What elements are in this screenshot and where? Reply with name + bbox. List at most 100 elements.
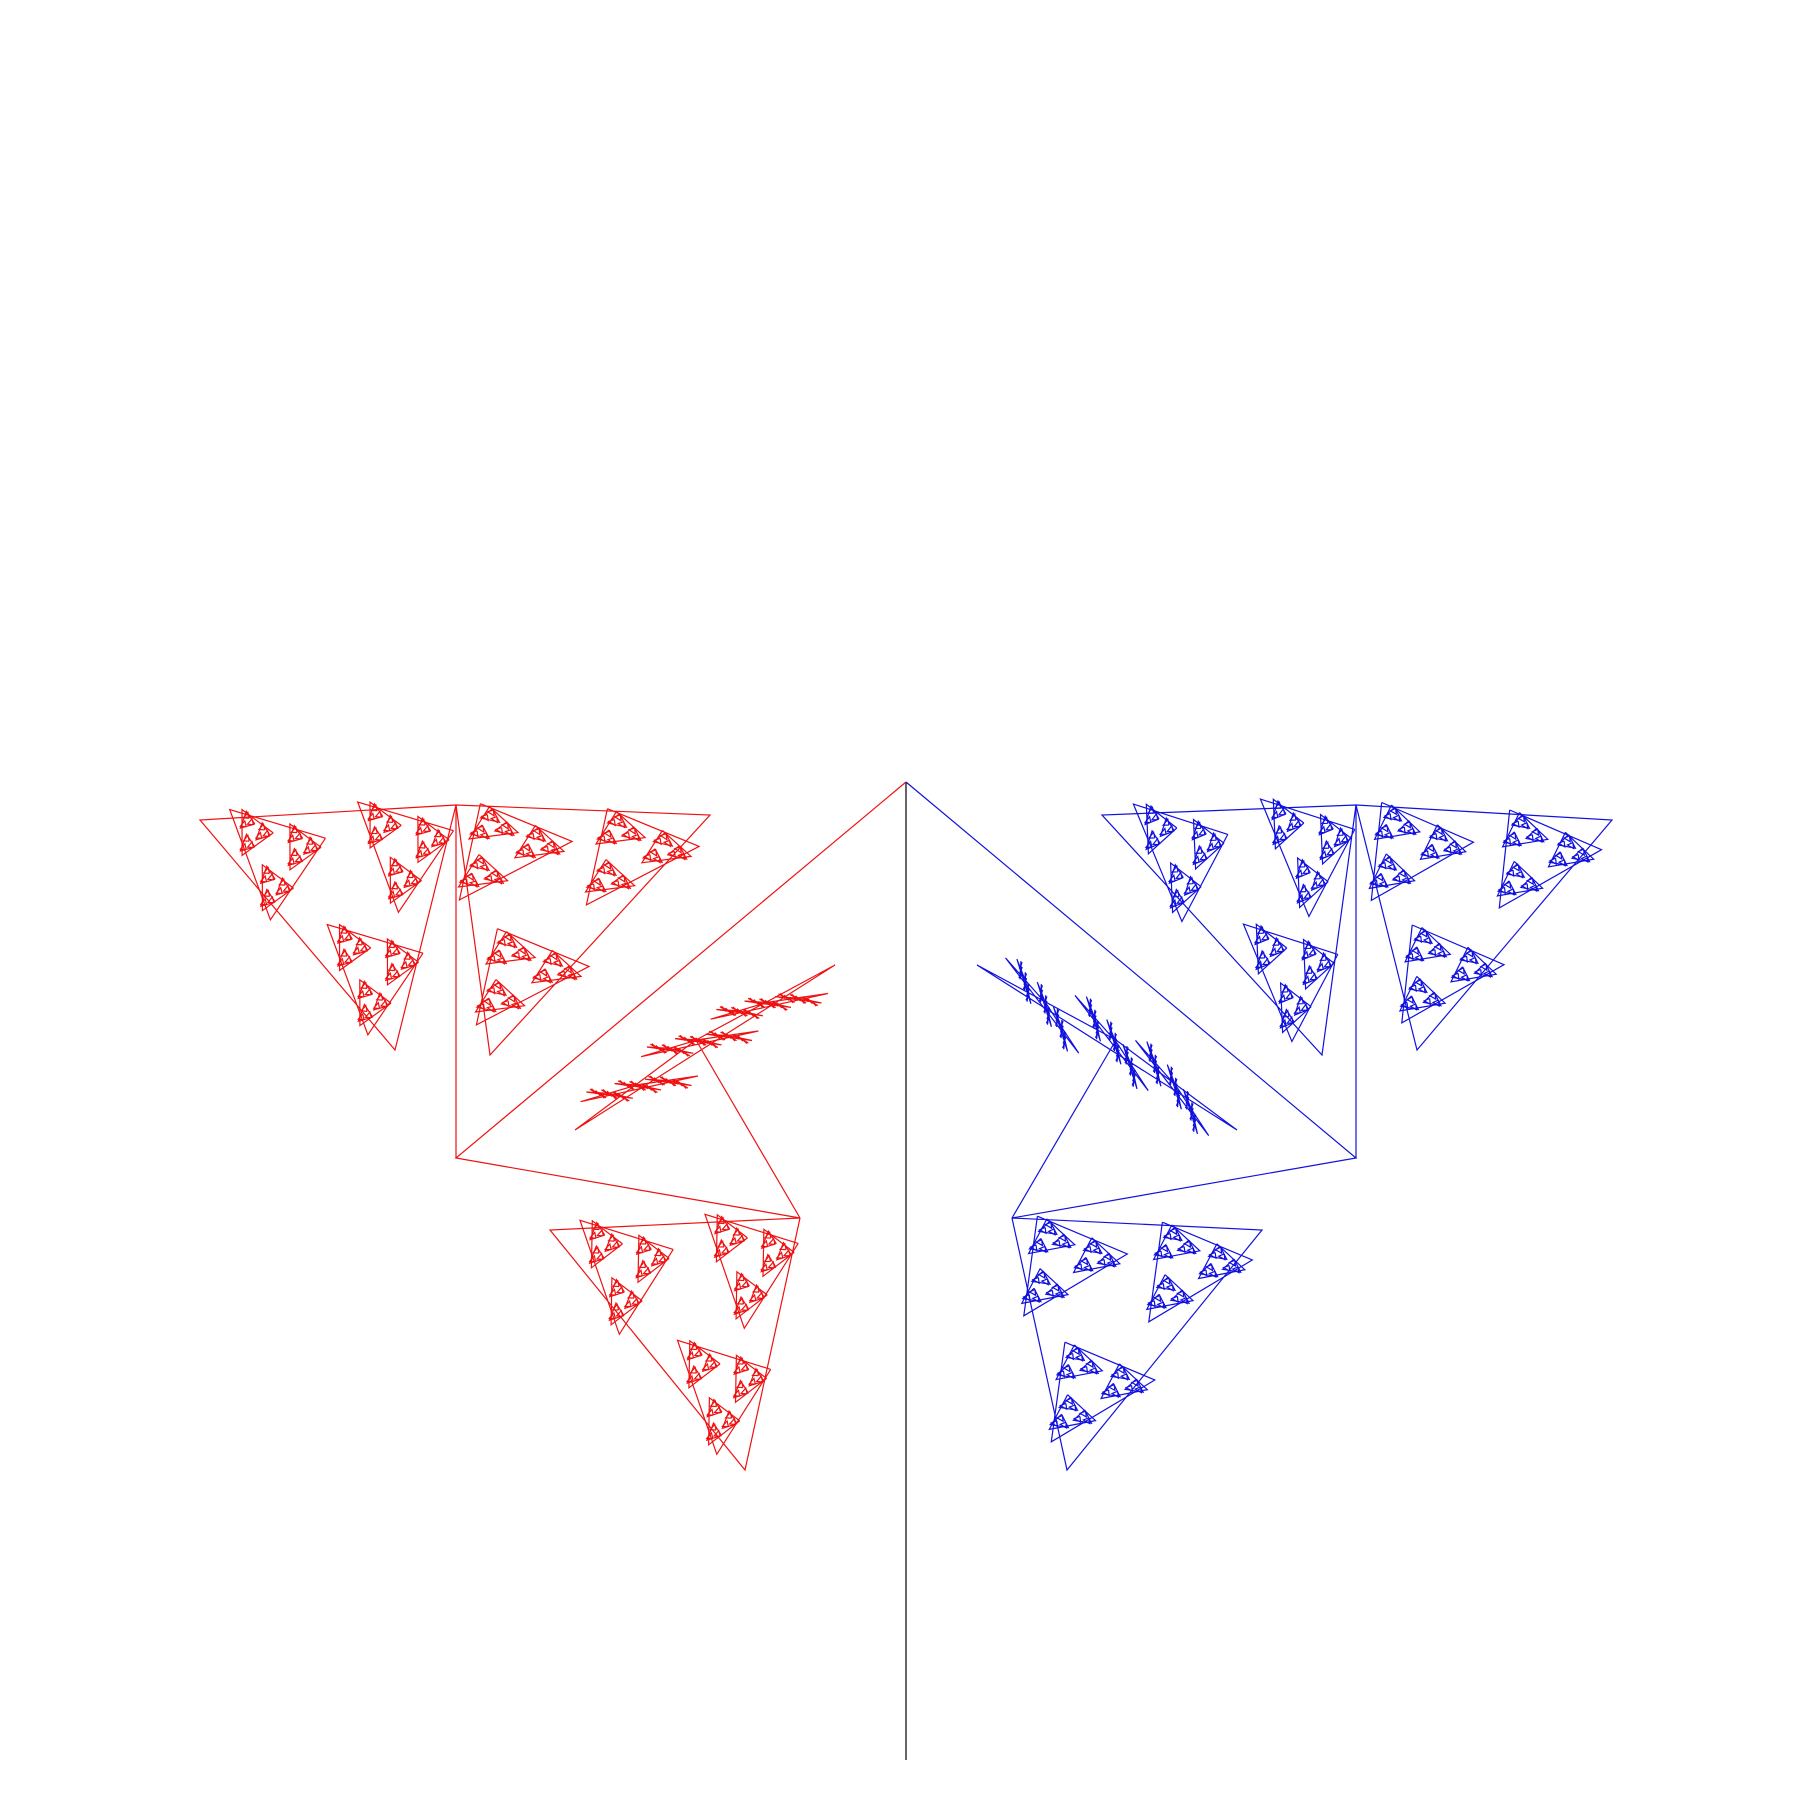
right-top-cluster [1524, 827, 1545, 843]
left-mid-cluster [483, 869, 505, 885]
left-bottom-cluster [748, 1293, 757, 1302]
left-inner-cluster [699, 1039, 705, 1047]
left-top-cluster [336, 957, 345, 966]
right-top-cluster [1534, 835, 1543, 844]
right-mid-cluster [1268, 947, 1277, 956]
right-inner-cluster [1108, 1022, 1113, 1030]
left-top-cluster [239, 819, 247, 828]
left-inner-cluster [737, 1035, 744, 1042]
left-mid-cluster [617, 875, 626, 884]
right-top-cluster [1417, 986, 1426, 994]
right-top-cluster [1465, 950, 1474, 958]
left-mid-cluster [597, 835, 606, 843]
right-top-cluster [1450, 966, 1471, 982]
left-mid-cluster [458, 803, 574, 902]
right-mid-cluster [1254, 924, 1270, 946]
right-top-cluster [1474, 968, 1483, 977]
right-mid-cluster [1183, 875, 1200, 897]
left-top-cluster [403, 869, 420, 889]
left-inner-cluster [627, 1084, 634, 1091]
right-top-cluster [1448, 841, 1458, 849]
right-mid-cluster [1273, 800, 1282, 810]
right-mid-cluster [1296, 996, 1304, 1005]
left-top-cluster [375, 992, 384, 1001]
left-bottom-cluster [751, 1285, 760, 1293]
right-inner-cluster [1023, 973, 1028, 981]
left-inner-cluster [725, 1032, 732, 1040]
right-inner-cluster [1129, 1063, 1134, 1071]
right-inner-cluster [1025, 993, 1030, 1001]
left-inner-cluster [657, 1079, 664, 1086]
right-top-cluster [1502, 831, 1523, 847]
right-top-cluster [1511, 864, 1520, 872]
right-inner-cluster [1153, 1060, 1158, 1068]
right-inner-cluster [1095, 1021, 1100, 1029]
left-bottom-cluster [650, 1257, 659, 1265]
left-inner-cluster [811, 1000, 817, 1007]
right-top-cluster [1511, 839, 1520, 848]
right-mid-cluster [1294, 868, 1303, 877]
right-inner-cluster [1152, 1064, 1157, 1072]
left-bottom-cluster [642, 1266, 651, 1275]
left-mid-cluster [496, 989, 505, 997]
right-mid-cluster [1150, 812, 1159, 821]
right-top-cluster [1383, 831, 1392, 840]
right-mid-cluster [1316, 951, 1333, 973]
left-top-cluster [372, 1001, 381, 1010]
right-mid-cluster [1272, 824, 1288, 846]
right-mid-cluster [1168, 863, 1184, 885]
left-bottom-cluster [712, 1429, 721, 1437]
right-top-cluster [1420, 843, 1440, 859]
left-bottom-cluster [685, 1374, 694, 1383]
left-inner-cluster [779, 992, 786, 1000]
right-bottom-cluster [1100, 1382, 1122, 1398]
left-mid-cluster [611, 880, 620, 888]
right-top-cluster [1520, 822, 1529, 830]
left-top-cluster [370, 826, 378, 835]
left-top-cluster [400, 950, 417, 970]
left-top-cluster [259, 865, 276, 885]
right-top-cluster [1429, 851, 1438, 860]
left-mid-cluster [595, 861, 618, 877]
left-mid-cluster [603, 830, 612, 839]
right-inner-cluster [1192, 1123, 1196, 1131]
right-inner-cluster [1054, 1018, 1059, 1026]
left-inner-cluster [736, 1008, 743, 1015]
right-bottom-cluster [1052, 1239, 1061, 1248]
left-mid-cluster [595, 885, 605, 894]
left-inner-edge [695, 1039, 801, 1219]
right-bottom-cluster [1163, 1232, 1172, 1241]
right-bottom-cluster [1088, 1367, 1098, 1375]
left-bottom-cluster [735, 1380, 744, 1389]
left-mid-cluster [486, 809, 495, 817]
left-bottom-cluster [705, 1421, 723, 1442]
left-mid-cluster [494, 827, 504, 835]
left-inner-cluster [768, 1002, 775, 1009]
right-bottom-cluster [1038, 1226, 1047, 1235]
right-top-cluster [1378, 862, 1387, 870]
left-bottom-cluster [548, 1217, 801, 1472]
left-mid-cluster [490, 870, 499, 879]
left-top-cluster [437, 836, 446, 844]
right-inner-cluster [1176, 1089, 1181, 1098]
left-mid-cluster [567, 972, 576, 981]
left-bottom-cluster [623, 1289, 641, 1310]
left-top-cluster [422, 847, 430, 855]
left-top-cluster [239, 809, 256, 829]
right-bottom-cluster [1170, 1295, 1179, 1304]
left-inner-cluster [614, 1091, 620, 1098]
left-bottom-cluster [755, 1291, 764, 1299]
right-inner-cluster [1062, 1036, 1067, 1044]
right-inner-cluster [1189, 1108, 1194, 1116]
left-bottom-cluster [782, 1248, 791, 1257]
right-bottom-cluster [1072, 1415, 1082, 1424]
right-inner-cluster [1185, 1092, 1190, 1100]
left-bottom-cluster [732, 1228, 741, 1236]
right-inner-cluster [1038, 994, 1043, 1002]
left-mid-cluster [484, 875, 493, 883]
right-bottom-cluster [1198, 1262, 1219, 1278]
left-top-cluster [390, 881, 399, 890]
left-bottom-cluster [755, 1374, 764, 1383]
right-inner-cluster [1039, 989, 1044, 997]
left-mid-cluster [475, 997, 497, 1013]
